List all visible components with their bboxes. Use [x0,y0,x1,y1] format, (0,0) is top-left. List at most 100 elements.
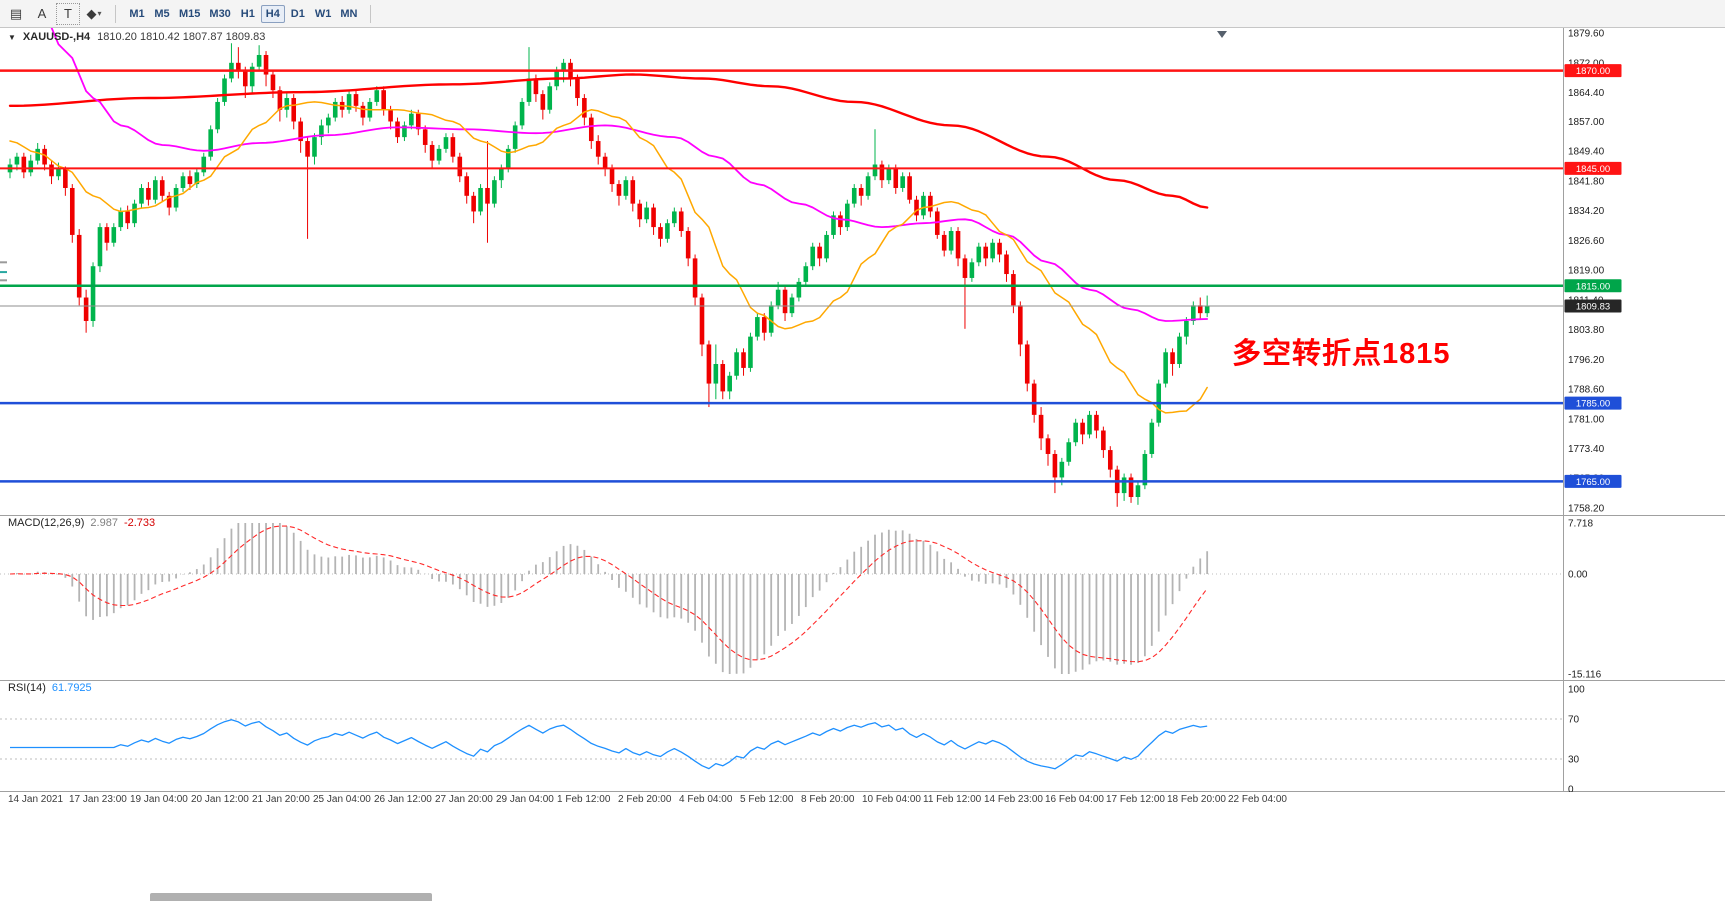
macd-histogram [16,523,1209,674]
candle-body [616,184,622,196]
candle-body [838,215,843,228]
level-tag-1870.00 [1564,64,1622,78]
macd-signal-line [9,525,1208,663]
time-label: 11 Feb 12:00 [923,794,982,805]
candle-body [872,164,878,177]
candle-body [1004,254,1009,275]
candle-body [471,195,476,212]
candle-body [1128,477,1134,498]
candle-body [921,195,926,216]
candle-body [35,148,40,161]
candle-body [1073,422,1078,443]
price-tick-label: 1803.80 [1568,325,1605,336]
candle-body [575,78,580,99]
candle-body [803,266,809,282]
candle-body [595,141,601,157]
candle-body [734,352,739,376]
price-tick-label: 1834.20 [1568,206,1605,217]
time-axis[interactable]: 14 Jan 2021 17 Jan 23:00 19 Jan 04:00 20 Ja… [0,794,1725,810]
timeframe-w1-button[interactable]: W1 [314,7,332,20]
candle-body [49,164,54,177]
candle-body [236,62,241,71]
timeframe-mn-button[interactable]: MN [340,7,358,20]
candle-body [810,246,816,267]
candle-body [748,336,753,368]
candle-body [90,266,96,321]
candle-body [457,156,463,177]
candle-body [28,160,34,173]
candles-layer [7,43,1210,507]
level-tag-1815.00 [1564,279,1622,293]
symbol-dropdown-icon[interactable]: ▼ [8,32,16,42]
candle-body [76,234,82,298]
candle-body [499,168,504,181]
candle-body [928,195,933,212]
candle-body [941,234,947,251]
candle-body [879,164,885,181]
timeframe-d1-button[interactable]: D1 [290,7,305,20]
ma-red-line [8,73,1209,209]
candle-body [699,297,705,345]
chart-canvas[interactable]: 1879.60 1872.00 1864.40 1857.00 1849.40 1841.… [0,28,1725,792]
candle-body [969,262,975,278]
candle-body [146,187,151,200]
candle-body [907,176,912,200]
candle-body [69,187,75,235]
timeframe-m5-button[interactable]: M5 [154,7,170,20]
macd-indicator-label: MACD(12,26,9) 2.987 -2.733 [8,517,155,529]
candle-body [346,94,352,110]
candle-body [609,168,615,185]
candle-body [741,352,746,368]
candle-body [761,317,767,333]
chart-text-annotation[interactable]: 多空转折点1815 [1232,338,1451,370]
rsi-value: 61.7925 [51,682,92,694]
candle-body [104,227,110,243]
candle-body [139,187,144,204]
rsi-scale-label: 0 [1568,785,1574,793]
candle-body [997,242,1002,255]
candle-body [782,289,788,314]
level-tag-text: 1765.00 [1576,477,1610,488]
candle-body [512,125,518,149]
candle-body [374,90,380,102]
candle-body [360,105,366,118]
time-label: 18 Feb 20:00 [1167,794,1226,805]
candle-body [118,211,124,228]
time-label: 17 Jan 23:00 [69,794,127,805]
timeframe-h1-button[interactable]: H1 [240,7,255,20]
candle-body [1101,430,1106,451]
candle-body [831,215,836,235]
candle-body [1011,274,1016,306]
candle-body [789,297,795,314]
candle-body [630,180,636,204]
candle-body [1191,305,1196,321]
chart-grid-button[interactable]: ▤ [4,3,28,25]
timeframe-m15-button[interactable]: M15 [179,7,201,20]
timeframe-m30-button[interactable]: M30 [209,7,231,20]
timeframe-h4-button[interactable]: H4 [260,4,285,23]
candle-body [519,101,525,126]
candle-body [187,176,193,185]
time-label: 8 Feb 20:00 [801,794,855,805]
chart-shift-marker[interactable] [1217,31,1227,38]
candle-body [561,62,566,71]
candle-body [125,211,130,224]
candle-body [277,90,283,110]
text-a-tool-button[interactable]: A [30,3,54,25]
candle-body [858,187,864,196]
bottom-strip [150,893,432,901]
toolbar-separator [115,4,116,23]
candle-body [893,168,899,188]
time-label: 27 Jan 20:00 [435,794,493,805]
price-tick-label: 1879.60 [1568,29,1605,40]
candle-body [332,101,338,118]
candle-body [1094,414,1099,431]
timeframe-m1-button[interactable]: M1 [129,7,145,20]
text-t-tool-button[interactable]: T [56,2,80,25]
candle-body [242,70,248,87]
candle-body [222,78,227,102]
candle-body [97,227,103,267]
candle-body [1052,453,1058,478]
candle-body [1170,352,1175,365]
shapes-dropdown-button[interactable]: ◆ ▾ [82,3,106,25]
